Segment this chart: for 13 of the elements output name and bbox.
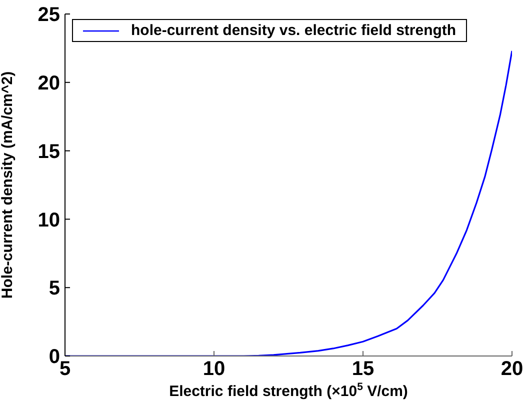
y-tick-label: 5 — [48, 278, 60, 300]
x-tick-label: 10 — [202, 358, 226, 380]
y-axis-title: Hole-current density (mA/cm^2) — [0, 71, 16, 299]
y-tick-label: 25 — [38, 4, 60, 26]
y-tick-label: 0 — [48, 346, 60, 368]
x-tick-label: 20 — [500, 358, 524, 380]
line-series — [65, 50, 512, 356]
x-tick-label: 15 — [352, 358, 374, 380]
y-tick-label: 20 — [38, 72, 60, 94]
x-axis-title: Electric field strength (×10$^{5}$ V/cm) — [169, 381, 408, 400]
y-tick-label: 15 — [38, 140, 60, 163]
legend-label: hole-current density vs. electric field strength — [131, 22, 456, 39]
y-tick-label: 10 — [38, 209, 60, 232]
